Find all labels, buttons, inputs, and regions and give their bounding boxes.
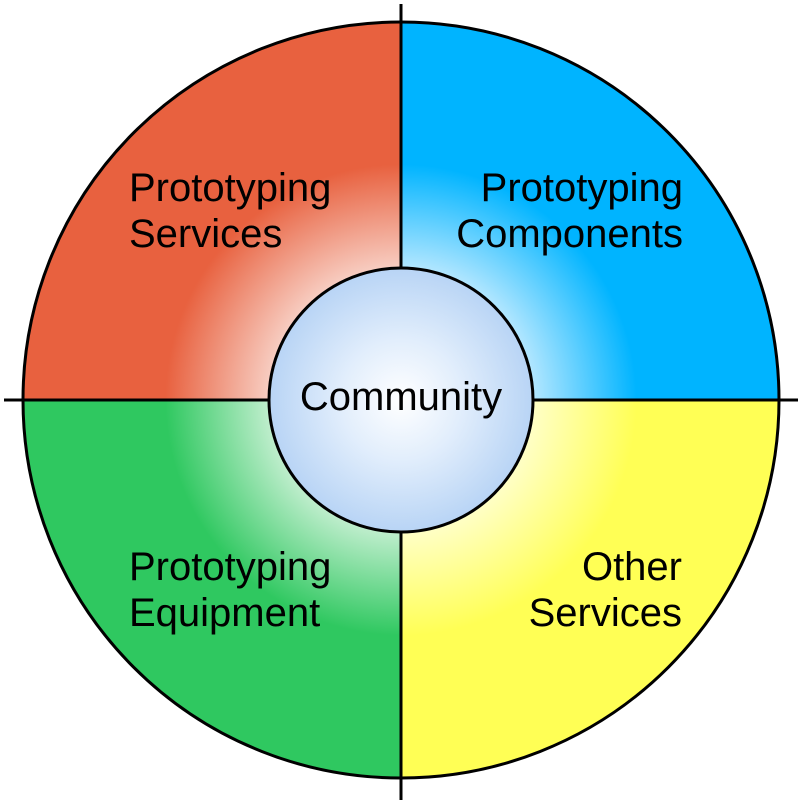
quadrant-top-left-label-line1: Prototyping: [129, 166, 331, 210]
quadrant-bottom-right-wedge: [401, 400, 779, 778]
quadrant-bottom-right-label-line1: Other: [582, 545, 682, 589]
quadrant-top-left-label-line2: Services: [129, 212, 282, 256]
quadrant-bottom-left-wedge: [23, 400, 401, 778]
quadrant-top-right-wedge: [401, 22, 779, 400]
center-label: Community: [300, 375, 502, 419]
center-circle: [267, 266, 535, 534]
quadrant-bottom-right-label-line2: Services: [529, 591, 682, 635]
quadrant-top-left-wedge: [23, 22, 401, 400]
quadrant-top-right-label-line1: Prototyping: [481, 166, 683, 210]
quadrant-bottom-left-label-line2: Equipment: [129, 591, 320, 635]
quadrant-bottom-left-label-line1: Prototyping: [129, 545, 331, 589]
quadrant-top-right-label-line2: Components: [456, 212, 683, 256]
